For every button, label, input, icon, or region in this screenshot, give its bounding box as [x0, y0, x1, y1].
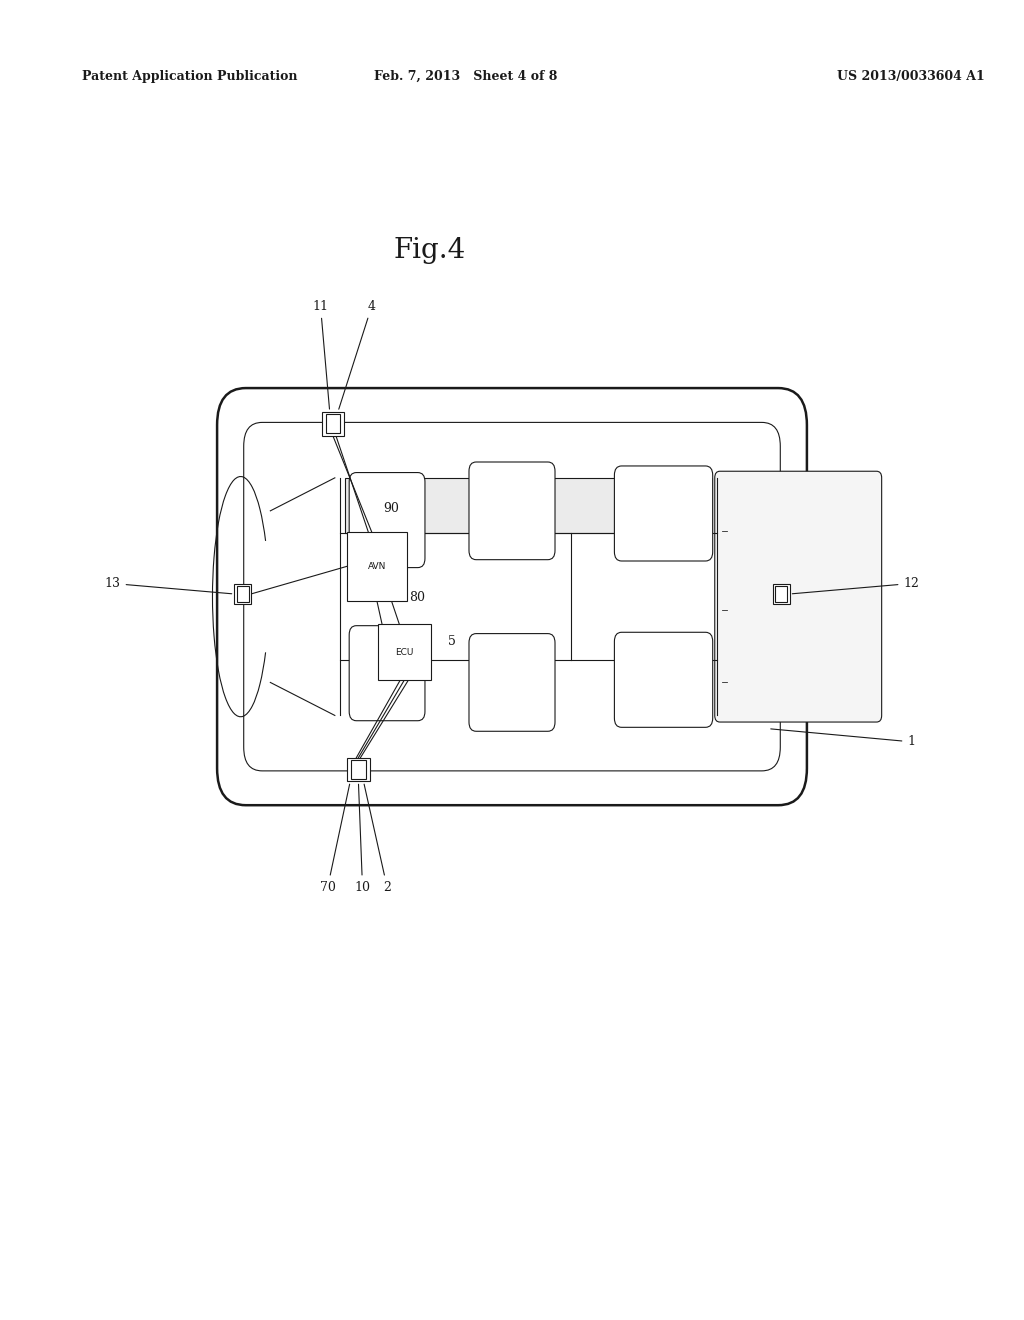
Bar — [347, 758, 370, 781]
Text: 1: 1 — [771, 729, 915, 748]
Text: 80: 80 — [409, 591, 425, 605]
Bar — [775, 586, 787, 602]
Bar — [345, 478, 712, 533]
Text: 5: 5 — [447, 635, 456, 648]
Bar — [237, 586, 249, 602]
Text: 90: 90 — [383, 502, 399, 515]
Bar — [351, 760, 366, 779]
FancyBboxPatch shape — [469, 634, 555, 731]
Bar — [347, 532, 407, 601]
Text: 12: 12 — [793, 577, 920, 594]
Text: Feb. 7, 2013   Sheet 4 of 8: Feb. 7, 2013 Sheet 4 of 8 — [374, 70, 558, 83]
Text: ECU: ECU — [395, 648, 414, 656]
Text: 10: 10 — [354, 784, 371, 894]
Text: US 2013/0033604 A1: US 2013/0033604 A1 — [838, 70, 985, 83]
Text: Fig.4: Fig.4 — [394, 238, 466, 264]
Bar — [378, 624, 431, 680]
Bar — [773, 583, 790, 603]
FancyBboxPatch shape — [349, 626, 425, 721]
Text: 2: 2 — [365, 784, 391, 894]
Text: 70: 70 — [319, 784, 349, 894]
Text: 11: 11 — [312, 300, 330, 409]
Text: 13: 13 — [104, 577, 231, 594]
Text: Patent Application Publication: Patent Application Publication — [82, 70, 297, 83]
FancyBboxPatch shape — [614, 632, 713, 727]
FancyBboxPatch shape — [614, 466, 713, 561]
Bar — [326, 414, 340, 433]
FancyBboxPatch shape — [715, 471, 882, 722]
Text: AVN: AVN — [368, 562, 386, 570]
Bar — [234, 583, 251, 603]
FancyBboxPatch shape — [217, 388, 807, 805]
FancyBboxPatch shape — [469, 462, 555, 560]
Bar — [322, 412, 344, 436]
Text: 4: 4 — [339, 300, 376, 409]
FancyBboxPatch shape — [349, 473, 425, 568]
